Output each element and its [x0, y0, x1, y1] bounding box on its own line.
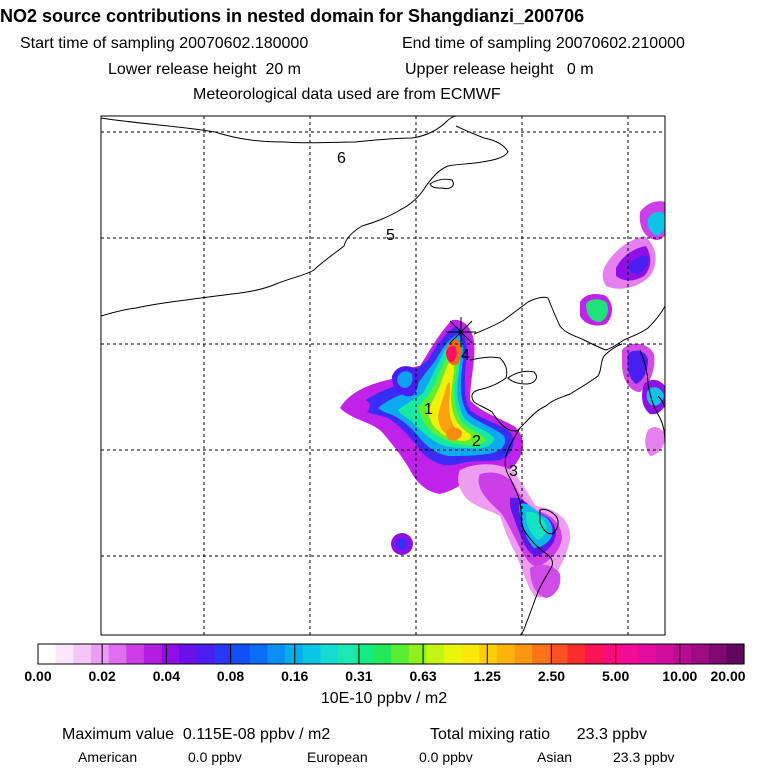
plume-isolated-spots [391, 201, 665, 555]
colorbar-cell [620, 644, 639, 664]
colorbar-units: 10E-10 ppbv / m2 [320, 690, 448, 707]
colorbar-cell [638, 644, 657, 664]
max-value-line: Maximum value 0.115E-08 ppbv / m2 [62, 726, 330, 744]
region-label-3: 3 [509, 463, 518, 480]
colorbar-cell [408, 644, 427, 664]
american-value: 0.0 ppbv [188, 749, 242, 765]
colorbar-cell [461, 644, 480, 664]
colorbar-cell [55, 644, 74, 664]
colorbar-cell [443, 644, 463, 664]
colorbar-cell [73, 644, 92, 664]
region-label-4: 4 [461, 347, 470, 364]
colorbar-cell [426, 644, 445, 664]
colorbar-cell [496, 644, 516, 664]
colorbar-tick-label: 0.31 [345, 668, 373, 684]
max-value: 0.115E-08 ppbv / m2 [182, 726, 331, 743]
colorbar-cell [267, 644, 286, 664]
colorbar-cell [90, 644, 110, 664]
colorbar-cell [673, 644, 692, 664]
sampling-end-label: End time of sampling [402, 35, 552, 52]
colorbar-tick-label: 0.00 [24, 668, 52, 684]
sampling-start-value: 20070602.180000 [179, 35, 309, 52]
american-label: American [78, 749, 138, 765]
colorbar-tick-label: 0.63 [409, 668, 437, 684]
max-label: Maximum value [62, 726, 175, 743]
total-line: Total mixing ratio 23.3 ppbv [430, 726, 647, 744]
graticule [101, 116, 665, 635]
map-frame [100, 115, 666, 636]
colorbar-cell [479, 644, 498, 664]
release-upper-label: Upper release height [405, 61, 554, 78]
release-upper: Upper release height 0 m [405, 61, 594, 79]
colorbar-cell [179, 644, 198, 664]
colorbar-cell [532, 644, 551, 664]
colorbar-tick-label: 5.00 [602, 668, 630, 684]
colorbar-cell [302, 644, 321, 664]
page-title: NO2 source contributions in nested domai… [0, 6, 585, 26]
colorbar-frame [37, 643, 745, 665]
colorbar-cell [549, 644, 569, 664]
colorbar-cell [232, 644, 251, 664]
plume-layer [340, 201, 665, 598]
region-label-1: 1 [424, 401, 433, 418]
european-label: European [307, 749, 368, 765]
plume-south-tail [458, 464, 571, 598]
colorbar-tick-label: 0.08 [216, 668, 245, 684]
colorbar-cell [391, 644, 410, 664]
colorbar-tick-label: 0.04 [152, 668, 180, 684]
receptor-marker [446, 317, 476, 347]
colorbar-cell [285, 644, 304, 664]
colorbar-cell [514, 644, 533, 664]
region-label-5: 5 [386, 227, 395, 244]
release-lower-label: Lower release height [108, 61, 257, 78]
plume-west-blob [345, 366, 419, 416]
total-value: 23.3 ppbv [576, 726, 647, 743]
colorbar-cell [602, 644, 622, 664]
sampling-start: Start time of sampling 20070602.180000 [20, 35, 308, 53]
colorbar-tick-label: 2.50 [537, 668, 566, 684]
colorbar-cell [373, 644, 392, 664]
colorbar-cell [567, 644, 586, 664]
colorbar-cell [691, 644, 710, 664]
colorbar-cell [355, 644, 374, 664]
region-labels: 1 2 3 4 5 6 [337, 150, 518, 480]
colorbar-cell [126, 644, 145, 664]
colorbar-tick-label: 0.16 [281, 668, 309, 684]
plume-main [340, 319, 523, 494]
colorbar-cell [161, 644, 180, 664]
colorbar-cell [214, 644, 233, 664]
colorbar-cell [143, 644, 163, 664]
colorbar-cell [655, 644, 674, 664]
colorbar [38, 644, 745, 664]
colorbar-cell [108, 644, 127, 664]
colorbar-cell [338, 644, 357, 664]
asian-label: Asian [537, 749, 573, 765]
colorbar-cell [196, 644, 216, 664]
colorbar-tick-label: 20.00 [710, 668, 746, 684]
coastlines [101, 116, 665, 635]
met-data-line: Meteorological data used are from ECMWF [193, 86, 501, 103]
region-label-2: 2 [472, 433, 481, 450]
colorbar-cell [38, 644, 57, 664]
sampling-end: End time of sampling 20070602.210000 [402, 35, 685, 53]
colorbar-cell [708, 644, 727, 664]
colorbar-cell [726, 644, 745, 664]
release-lower: Lower release height 20 m [108, 61, 301, 79]
asian-value: 23.3 ppbv [613, 749, 675, 765]
release-upper-value: 0 m [566, 61, 594, 78]
colorbar-cell [585, 644, 604, 664]
colorbar-cell [320, 644, 339, 664]
colorbar-tick-label: 1.25 [473, 668, 501, 684]
total-label: Total mixing ratio [430, 726, 551, 743]
sampling-end-value: 20070602.210000 [555, 35, 685, 52]
release-lower-value: 20 m [265, 61, 302, 78]
region-label-6: 6 [337, 150, 346, 167]
european-value: 0.0 ppbv [419, 749, 473, 765]
colorbar-cell [249, 644, 269, 664]
colorbar-tick-label: 10.00 [662, 668, 698, 684]
colorbar-tick-label: 0.02 [88, 668, 116, 684]
sampling-start-label: Start time of sampling [20, 35, 175, 52]
